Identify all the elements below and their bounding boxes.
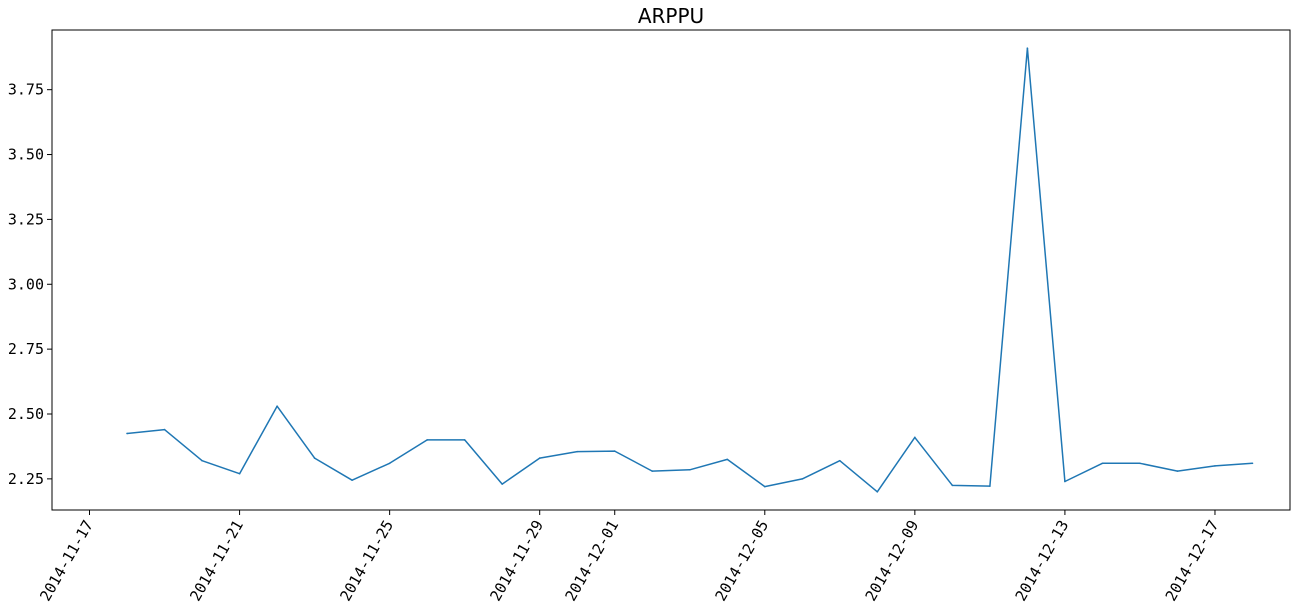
y-tick-label: 3.00 xyxy=(8,275,44,293)
chart-title: ARPPU xyxy=(638,4,704,28)
y-tick-label: 3.75 xyxy=(8,81,44,99)
data-point xyxy=(726,458,729,461)
x-tick-label: 2014-12-01 xyxy=(561,517,622,604)
x-axis: 2014-11-17 2014-11-21 2014-11-25 2014-11-29… xyxy=(36,510,1222,604)
data-point xyxy=(1064,480,1066,483)
data-point xyxy=(351,479,353,481)
data-point xyxy=(163,428,166,431)
data-point xyxy=(276,405,278,408)
data-point xyxy=(126,432,128,435)
plot-area-frame xyxy=(51,29,1291,511)
data-point xyxy=(426,439,428,441)
data-point xyxy=(388,462,391,465)
data-point xyxy=(801,478,804,480)
data-point xyxy=(1139,462,1141,465)
data-point xyxy=(763,485,766,488)
x-tick-label: 2014-11-29 xyxy=(486,517,547,604)
data-point xyxy=(463,439,466,441)
x-tick-label: 2014-11-25 xyxy=(336,517,397,604)
data-point xyxy=(538,457,541,459)
x-tick-label: 2014-12-05 xyxy=(712,517,773,604)
data-point xyxy=(688,468,691,471)
data-point xyxy=(1176,470,1179,472)
y-tick-label: 3.50 xyxy=(8,146,44,164)
data-point xyxy=(876,491,879,493)
data-point xyxy=(989,485,991,487)
data-point xyxy=(839,459,841,462)
x-tick-label: 2014-12-17 xyxy=(1162,517,1223,604)
data-point xyxy=(1026,47,1029,49)
x-tick-label: 2014-12-13 xyxy=(1012,517,1073,604)
data-point xyxy=(1214,465,1216,467)
data-point xyxy=(576,450,579,453)
data-point xyxy=(613,450,616,452)
y-tick-label: 3.25 xyxy=(8,210,44,228)
data-point xyxy=(1101,462,1104,465)
data-point xyxy=(951,484,954,487)
data-point xyxy=(313,457,316,459)
data-point xyxy=(238,472,241,475)
data-point xyxy=(914,436,916,439)
y-tick-label: 2.75 xyxy=(8,340,44,358)
series-line xyxy=(126,47,1253,493)
data-point xyxy=(501,483,503,485)
data-point xyxy=(651,470,654,472)
data-points xyxy=(126,47,1254,493)
x-tick-label: 2014-11-17 xyxy=(36,517,97,604)
data-point xyxy=(201,459,203,462)
y-axis: 2.25 2.50 2.75 3.00 3.25 3.50 3.75 xyxy=(8,81,52,488)
x-tick-label: 2014-11-21 xyxy=(186,517,247,604)
y-tick-label: 2.25 xyxy=(8,470,44,488)
data-point xyxy=(1251,462,1254,465)
x-tick-label: 2014-12-09 xyxy=(862,517,923,604)
y-tick-label: 2.50 xyxy=(8,405,44,423)
